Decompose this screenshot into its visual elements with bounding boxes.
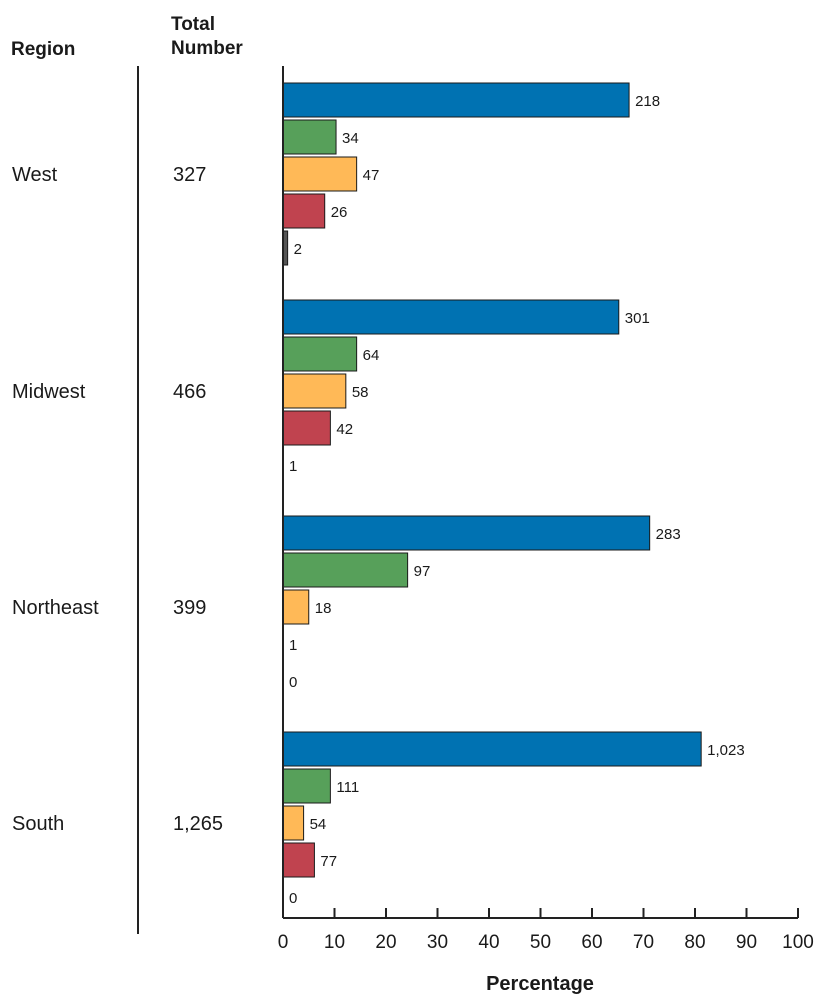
bar-value-label: 1,023: [707, 742, 745, 759]
bar-northeast-0: [282, 515, 651, 551]
bar-value-label: 2: [294, 241, 302, 258]
bar-midwest-3: [282, 410, 331, 446]
x-tick-label: 100: [782, 932, 814, 953]
bar-value-label: 42: [336, 421, 353, 438]
bar-south-2: [282, 805, 305, 841]
region-name: South: [12, 813, 64, 835]
region-name: Midwest: [12, 381, 86, 403]
x-tick-label: 80: [684, 932, 705, 953]
region-group-south: South 1,265 1,023 111 54 77 0: [12, 731, 745, 907]
region-column-header: Region: [11, 39, 75, 60]
region-total: 399: [173, 597, 206, 619]
total-column-header-line1: Total: [171, 14, 215, 35]
bar-south-1: [282, 768, 331, 804]
region-group-northeast: Northeast 399 283 97 18 1 0: [12, 515, 681, 691]
bar-northeast-1: [282, 552, 409, 588]
x-tick-label: 50: [530, 932, 551, 953]
bar-value-label: 97: [414, 563, 431, 580]
x-axis-title: Percentage: [486, 973, 594, 995]
region-group-west: West 327 218 34 47 26 2: [12, 82, 660, 266]
bar-value-label: 283: [656, 526, 681, 543]
bar-value-label: 0: [289, 890, 297, 907]
bar-west-3: [282, 193, 326, 229]
bar-value-label: 34: [342, 130, 359, 147]
region-name: West: [12, 164, 58, 186]
bar-midwest-1: [282, 336, 358, 372]
bar-value-label: 47: [363, 167, 380, 184]
bar-west-0: [282, 82, 630, 118]
region-group-midwest: Midwest 466 301 64 58 42 1: [12, 299, 650, 475]
bar-value-label: 111: [336, 779, 359, 796]
x-tick-label: 90: [736, 932, 757, 953]
bar-value-label: 1: [289, 458, 297, 475]
total-column-header-line2: Number: [171, 38, 243, 59]
bar-south-3: [282, 842, 315, 878]
bar-value-label: 54: [310, 816, 327, 833]
bar-value-label: 1: [289, 637, 297, 654]
region-name: Northeast: [12, 597, 99, 619]
x-tick-label: 60: [581, 932, 602, 953]
bar-value-label: 26: [331, 204, 348, 221]
x-tick-label: 30: [427, 932, 448, 953]
x-tick-label: 70: [633, 932, 654, 953]
bar-value-label: 218: [635, 93, 660, 110]
bar-northeast-2: [282, 589, 310, 625]
bar-value-label: 0: [289, 674, 297, 691]
bar-midwest-2: [282, 373, 347, 409]
x-tick-label: 20: [375, 932, 396, 953]
region-total: 327: [173, 164, 206, 186]
bar-west-1: [282, 119, 337, 155]
bar-value-label: 58: [352, 384, 369, 401]
region-total: 466: [173, 381, 206, 403]
bar-value-label: 64: [363, 347, 380, 364]
bar-value-label: 77: [320, 853, 337, 870]
x-tick-label: 40: [478, 932, 499, 953]
bar-south-0: [282, 731, 702, 767]
region-total: 1,265: [173, 813, 223, 835]
x-tick-label: 0: [278, 932, 289, 953]
x-tick-label: 10: [324, 932, 345, 953]
bar-value-label: 18: [315, 600, 332, 617]
bar-west-2: [282, 156, 358, 192]
bar-midwest-0: [282, 299, 620, 335]
bar-value-label: 301: [625, 310, 650, 327]
